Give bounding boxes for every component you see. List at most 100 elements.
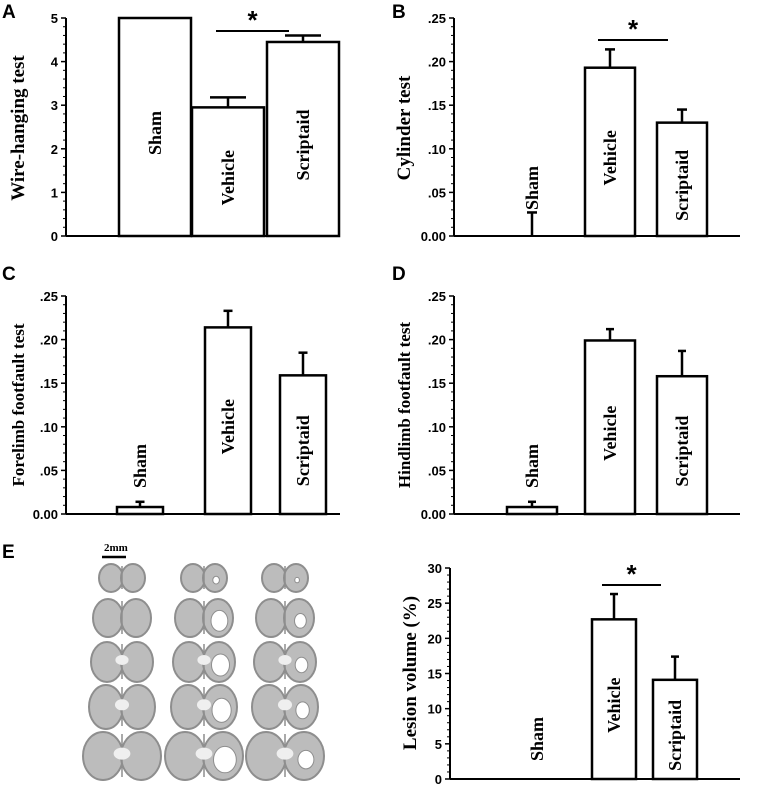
bar-label-scriptaid: Scriptaid (665, 700, 685, 771)
lesion (295, 701, 310, 720)
bar-vehicle (583, 66, 637, 238)
brain-section-scriptaid-4 (251, 684, 319, 730)
brain-section-sham-2 (92, 598, 152, 638)
y-tick-label: .05 (428, 463, 446, 478)
y-tick-label: 0 (51, 229, 58, 244)
bar-vehicle (590, 618, 638, 781)
y-tick-label: 30 (428, 561, 442, 576)
bar-label-vehicle: Vehicle (218, 150, 238, 205)
bar-label-scriptaid: Scriptaid (672, 416, 692, 487)
ventricle (113, 747, 131, 760)
lesion (211, 653, 230, 677)
y-axis-label: Wire-hanging test (8, 55, 29, 201)
y-tick-label: 4 (51, 55, 59, 70)
y-tick-label: .05 (428, 185, 446, 200)
y-tick-label: .05 (40, 463, 58, 478)
hemisphere (120, 598, 152, 638)
y-tick-label: 20 (428, 631, 442, 646)
bar-label-vehicle: Vehicle (218, 399, 238, 454)
y-tick-label: .20 (428, 333, 446, 348)
brain-section-sham-1 (98, 563, 146, 593)
lesion (294, 656, 309, 674)
brain-section-scriptaid-3 (253, 641, 317, 683)
y-axis-label: Forelimb footfault test (9, 323, 28, 486)
ventricle (276, 747, 294, 760)
significance-star: * (247, 5, 258, 35)
bar-label-sham: Sham (522, 166, 542, 210)
brain-section-vehicle-2 (174, 598, 234, 638)
bar-label-vehicle: Vehicle (600, 130, 620, 185)
charts-layer: A 0 1 2 3 4 5 Wire-hanging test Sham Vehicle Scrip… (2, 2, 740, 785)
brain-section-sham-5 (82, 731, 162, 781)
panel-letter-A: A (2, 2, 16, 23)
scale-bar-label: 2mm (104, 542, 128, 554)
panel-letter-E: E (2, 542, 15, 563)
panel-letter-B: B (392, 2, 406, 23)
brain-section-vehicle-4 (170, 684, 238, 730)
bar-label-vehicle: Vehicle (600, 406, 620, 461)
y-tick-label: .20 (40, 333, 58, 348)
panel-E: 0 5 10 15 20 25 30 Lesion volume (%) Sham Vehicle… (400, 559, 740, 785)
bar-label-vehicle: Vehicle (604, 677, 624, 732)
y-tick-label: 5 (435, 737, 442, 752)
y-tick-label: 15 (428, 667, 442, 682)
ventricle (278, 655, 292, 665)
significance-star: * (626, 559, 637, 589)
y-tick-label: 2 (51, 142, 58, 157)
panel-letter-C: C (2, 264, 16, 285)
y-tick-label: .10 (428, 420, 446, 435)
y-tick-label: .15 (428, 376, 446, 391)
y-tick-label: 3 (51, 98, 58, 113)
ventricle (115, 655, 129, 665)
panel-letter-D: D (392, 264, 406, 285)
y-tick-label: 0.00 (421, 507, 446, 522)
hemisphere (180, 563, 206, 593)
brain-section-vehicle-1 (180, 563, 228, 593)
bar-label-scriptaid: Scriptaid (293, 415, 313, 486)
ventricle (114, 699, 130, 711)
bar-sham (505, 505, 559, 516)
ventricle (277, 699, 293, 711)
y-tick-label: .10 (428, 142, 446, 157)
bar-vehicle (190, 106, 266, 238)
brain-section-vehicle-5 (164, 731, 244, 781)
bar-label-scriptaid: Scriptaid (293, 109, 313, 180)
y-tick-label: 0 (435, 772, 442, 785)
hemisphere (255, 598, 287, 638)
y-tick-label: .20 (428, 55, 446, 70)
y-tick-label: 10 (428, 702, 442, 717)
hemisphere (174, 598, 206, 638)
y-tick-label: .10 (40, 420, 58, 435)
hemisphere (92, 598, 124, 638)
lesion (213, 745, 237, 774)
bar-scriptaid (651, 678, 699, 781)
ventricle (196, 699, 212, 711)
panel-C: C 0.00 .05 .10 .15 .20 .25 Forelimb footfault t… (2, 264, 340, 522)
y-tick-label: .15 (40, 376, 58, 391)
y-tick-label: 0.00 (421, 229, 446, 244)
bar-label-sham: Sham (522, 444, 542, 488)
lesion (211, 697, 232, 723)
significance-star: * (628, 14, 639, 44)
lesion (294, 576, 300, 584)
hemisphere (261, 563, 287, 593)
y-tick-label: .15 (428, 98, 446, 113)
brain-section-sham-4 (88, 684, 156, 730)
lesion (210, 609, 229, 632)
y-axis-label: Cylinder test (394, 75, 415, 180)
brain-section-scriptaid-5 (245, 731, 325, 781)
brain-section-grid: 2mm (82, 542, 325, 781)
y-axis-label: Lesion volume (%) (400, 596, 421, 750)
panel-A: A 0 1 2 3 4 5 Wire-hanging test Sham Vehicle Scrip… (2, 2, 341, 244)
y-tick-label: 1 (51, 185, 58, 200)
y-tick-label: 25 (428, 596, 442, 611)
hemisphere (98, 563, 124, 593)
y-tick-label: .25 (428, 11, 446, 26)
panel-B: B 0.00 .05 .10 .15 .20 .25 Cylinder test Sham Veh… (392, 2, 740, 244)
lesion (297, 749, 315, 770)
bar-scriptaid (265, 40, 341, 238)
bar-label-sham: Sham (145, 111, 165, 155)
brain-section-scriptaid-2 (255, 598, 315, 638)
bar-label-scriptaid: Scriptaid (672, 150, 692, 221)
